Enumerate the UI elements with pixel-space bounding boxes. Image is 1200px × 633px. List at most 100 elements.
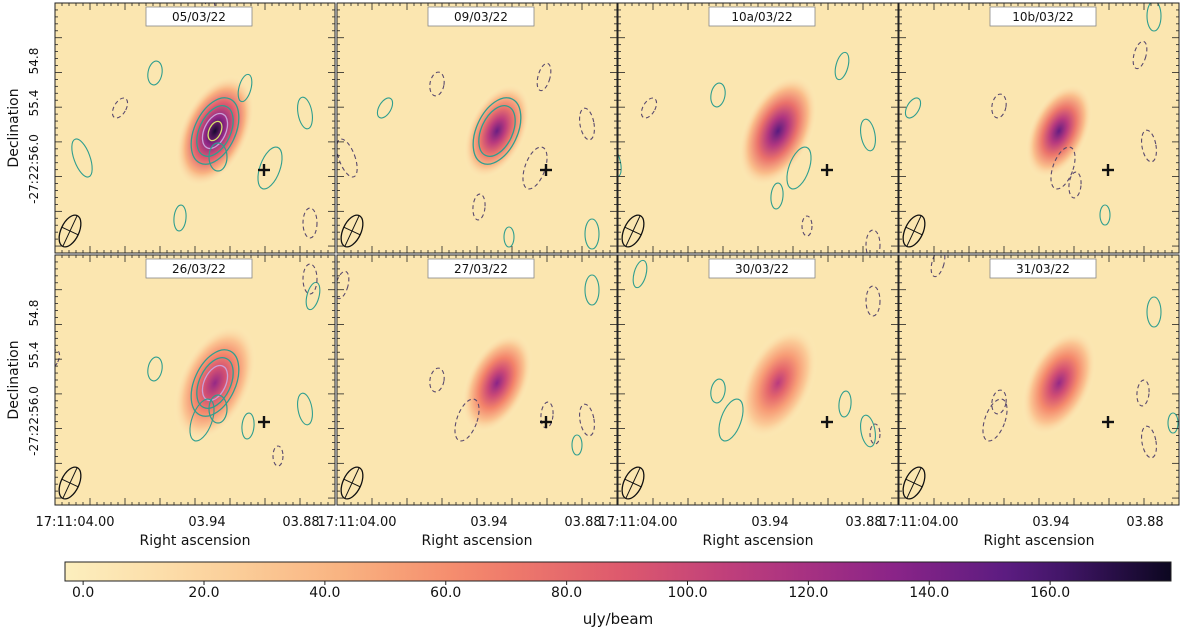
panel-3: 10a/03/22 [617,2,899,254]
positive-contour [147,60,163,86]
positive-contour [1146,296,1162,328]
negative-contour [536,62,552,92]
negative-contour [55,349,61,371]
y-axis-label: Declination [6,340,22,419]
colorbar-label: uJy/beam [583,610,653,628]
positive-contour [237,73,253,103]
beam-ellipse [902,214,926,248]
colorbar-tick-label: 40.0 [309,585,340,601]
colorbar-tick-label: 120.0 [788,585,828,601]
x-tick-label: 03.94 [470,515,507,530]
beam-ellipse [58,214,82,248]
x-tick-label: 03.94 [188,515,225,530]
beam-ellipse [621,466,645,500]
positive-contour [257,146,283,190]
source-emission [1021,329,1097,437]
axis-labels: 54.8 55.4 -27:22:56.0 Declination 54.8 55.4 -2… [6,48,1164,549]
negative-contour [991,389,1007,415]
source-contour [478,105,516,157]
panel-1: 05/03/22 [54,2,336,254]
x-tick-label: 03.94 [751,515,788,530]
beam-ellipse [340,466,364,500]
y-tick-label: 54.8 [27,48,41,75]
positive-contour [297,96,313,130]
colorbar: 0.0 20.0 40.0 60.0 80.0 100.0 120.0 140.0 160.0 u… [64,561,1172,628]
negative-contour [865,285,881,317]
negative-contour [337,270,350,300]
negative-contour [865,229,881,253]
date-label-box [989,258,1097,279]
positive-contour [71,138,93,178]
colorbar-tick-label: 80.0 [551,585,582,601]
negative-contour [869,423,881,445]
source-contour [208,142,228,172]
negative-contour [1068,171,1082,199]
date-label-box [427,258,535,279]
panel-date-label: 09/03/22 [454,10,508,24]
y-tick-label: 55.4 [27,342,41,369]
y-tick-label: 54.8 [27,300,41,327]
panel-date-label: 26/03/22 [172,262,226,276]
positive-contour [834,51,850,81]
source-contour [196,357,234,409]
positive-contour [838,390,852,418]
panel-grid: 05/03/22 09/03/22 10a/03/22 10b/03/22 26/03/… [54,2,1180,506]
panel-date-label: 27/03/22 [454,262,508,276]
panel-date-label: 10a/03/22 [731,10,792,24]
positive-contour [632,259,648,289]
source-emission [1025,83,1093,179]
positive-contour [147,356,163,382]
positive-contour [241,412,255,440]
colorbar-tick-label: 140.0 [909,585,949,601]
negative-contour [1136,379,1150,407]
positive-contour [503,226,515,248]
source-contour [201,112,229,150]
x-axis-label: Right ascension [422,533,533,549]
beam-ellipse [58,466,82,500]
negative-contour [579,403,595,437]
x-tick-label: 03.88 [1126,515,1163,530]
x-tick-label: 03.88 [564,515,601,530]
colorbar-tick-label: 100.0 [667,585,707,601]
x-tick-label: 03.88 [282,515,319,530]
source-contour [472,97,522,165]
x-tick-label: 03.94 [1032,515,1069,530]
source-emission [461,332,533,434]
beam-ellipse [340,214,364,248]
positive-contour [710,378,726,404]
negative-contour [522,146,548,190]
colorbar-tick-label: 60.0 [430,585,461,601]
panel-date-label: 30/03/22 [735,262,789,276]
negative-contour [302,263,318,295]
source-contour [201,364,229,402]
negative-contour [302,207,318,239]
positive-contour [786,146,812,190]
date-label-box [145,258,253,279]
negative-contour [991,93,1007,119]
positive-contour [297,392,313,426]
negative-contour [1132,40,1148,70]
panel-date-label: 05/03/22 [172,10,226,24]
x-tick-label: 17:11:04.00 [35,515,114,530]
x-tick-label: 17:11:04.00 [598,515,677,530]
x-tick-label: 17:11:04.00 [317,515,396,530]
positive-contour [1099,204,1111,226]
beam-ellipse [902,466,926,500]
source-contour [196,105,234,157]
date-label-box [145,6,253,27]
positive-contour [860,414,876,448]
positive-contour [584,218,600,250]
beam-ellipse [621,214,645,248]
negative-contour [337,138,358,178]
positive-contour [189,398,215,442]
negative-contour [429,71,445,97]
negative-contour [272,445,284,467]
panel-date-label: 31/03/22 [1016,262,1070,276]
panel-5: 26/03/22 [54,254,336,506]
source-emission [738,326,818,440]
positive-contour [376,97,394,119]
positive-contour [1167,412,1179,434]
panel-date-label: 10b/03/22 [1012,10,1074,24]
y-tick-label: 55.4 [27,90,41,117]
